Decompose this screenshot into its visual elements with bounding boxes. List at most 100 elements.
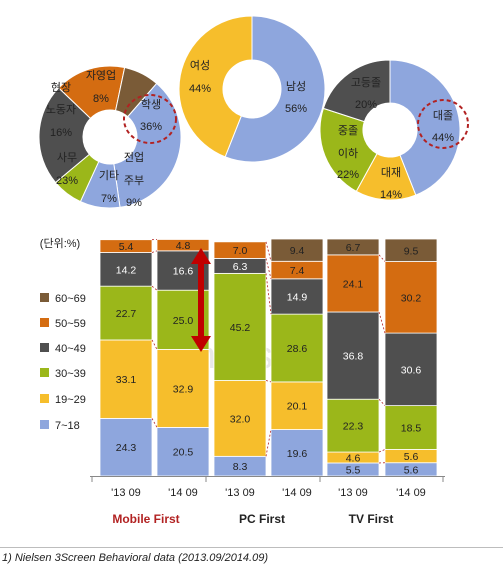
- bar-3-segment-50~59: [213, 241, 267, 259]
- connector-g2-0: [265, 429, 272, 457]
- pie3-value-univ: 14%: [380, 189, 402, 201]
- pie1-label-student: 학생: [141, 98, 161, 111]
- data-label-bar1-19~29: 33.1: [116, 374, 137, 386]
- legend-label-60~69: 60~69: [55, 293, 86, 305]
- data-label-bar6-60~69: 9.5: [404, 245, 419, 257]
- group-label-tv-first: TV First: [349, 512, 394, 526]
- data-label-bar2-7~18: 20.5: [173, 447, 194, 459]
- bar-6-segment-60~69: [384, 238, 438, 262]
- donut-education-slice-4: [322, 59, 391, 123]
- legend-label-40~49: 40~49: [55, 343, 86, 355]
- arrow-shaft: [198, 262, 204, 338]
- bar-3-segment-19~29: [213, 380, 267, 457]
- legend-label-30~39: 30~39: [55, 368, 86, 380]
- highlight-circle-student: [123, 94, 177, 144]
- data-label-bar4-19~29: 20.1: [287, 401, 308, 413]
- connector-g2-2: [265, 273, 272, 315]
- data-label-bar4-7~18: 19.6: [287, 448, 308, 460]
- pie1-label-other: 기타: [99, 169, 119, 182]
- legend-swatch-50~59: [40, 318, 49, 327]
- legend-swatch-7~18: [40, 420, 49, 429]
- data-label-bar6-40~49: 30.6: [401, 364, 422, 376]
- data-label-bar2-19~29: 32.9: [173, 383, 194, 395]
- pie1-value-office: 23%: [56, 175, 78, 187]
- data-label-bar6-7~18: 5.6: [404, 464, 419, 476]
- pie1-label-field-line1: 현장: [51, 81, 71, 94]
- connector-g2-4: [265, 241, 272, 262]
- data-label-bar3-30~39: 45.2: [230, 322, 251, 334]
- donut-gender: [178, 15, 326, 163]
- donut-occupation-slice-1: [113, 82, 182, 208]
- donut-occupation-slice-4: [38, 87, 92, 184]
- bar-5-segment-60~69: [326, 238, 380, 256]
- connector-g3-4: [378, 254, 386, 262]
- pie1-value-field: 16%: [50, 127, 72, 139]
- footnote: 1) Nielsen 3Screen Behavioral data (2013…: [2, 552, 269, 564]
- pie1-value-other: 7%: [101, 193, 117, 205]
- bar-4-segment-60~69: [270, 238, 324, 262]
- data-label-bar3-40~49: 6.3: [233, 261, 248, 273]
- x-tick-label-2: '14 09: [168, 487, 198, 499]
- x-tick-label-5: '13 09: [338, 487, 368, 499]
- legend-swatch-19~29: [40, 394, 49, 403]
- legend-swatch-30~39: [40, 368, 49, 377]
- pie3-value-college: 44%: [432, 132, 454, 144]
- connector-g2-3: [265, 258, 272, 279]
- legend-label-19~29: 19~29: [55, 394, 86, 406]
- data-label-bar3-19~29: 32.0: [230, 413, 251, 425]
- data-label-bar2-50~59: 4.8: [176, 240, 191, 252]
- double-arrow-icon: [191, 248, 211, 352]
- pie2-label-female: 여성: [190, 59, 210, 72]
- data-label-bar2-30~39: 25.0: [173, 315, 194, 327]
- connector-g3-3: [378, 311, 386, 334]
- donut-education-slice-3: [319, 107, 378, 193]
- connector-g1-1: [151, 339, 158, 350]
- data-label-bar4-40~49: 14.9: [287, 291, 308, 303]
- data-label-bar6-19~29: 5.6: [404, 451, 419, 463]
- data-label-bar6-50~59: 30.2: [401, 292, 422, 304]
- bar-5-segment-30~39: [326, 398, 380, 453]
- pie1-label-office: 사무: [57, 151, 77, 164]
- data-label-bar5-7~18: 5.5: [346, 464, 361, 476]
- bar-1-segment-40~49: [99, 252, 153, 287]
- donut-occupation-slice-6: [114, 66, 158, 118]
- data-label-bar4-60~69: 9.4: [290, 245, 305, 257]
- data-label-bar2-40~49: 16.6: [173, 266, 194, 278]
- group-label-mobile-first: Mobile First: [112, 512, 179, 526]
- data-label-bar1-7~18: 24.3: [116, 442, 137, 454]
- pie3-label-univ: 대재: [381, 166, 401, 179]
- bar-2-segment-7~18: [156, 427, 210, 477]
- data-label-bar5-30~39: 22.3: [343, 421, 364, 433]
- data-label-bar5-60~69: 6.7: [346, 242, 361, 254]
- data-label-bar4-30~39: 28.6: [287, 343, 308, 355]
- pie2-value-male: 56%: [285, 103, 307, 115]
- connector-g1-0: [151, 418, 158, 428]
- data-label-bar5-50~59: 24.1: [343, 278, 364, 290]
- data-label-bar1-40~49: 14.2: [116, 264, 137, 276]
- bar-6-segment-30~39: [384, 405, 438, 450]
- bar-6-segment-40~49: [384, 332, 438, 407]
- donut-gender-slice-1: [224, 15, 326, 163]
- x-tick-label-3: '13 09: [225, 487, 255, 499]
- data-label-bar4-50~59: 7.4: [290, 265, 305, 277]
- legend-swatch-40~49: [40, 343, 49, 352]
- data-label-bar1-30~39: 22.7: [116, 308, 137, 320]
- bar-4-segment-30~39: [270, 313, 324, 383]
- bar-5-segment-40~49: [326, 311, 380, 400]
- connector-g1-2: [151, 285, 158, 291]
- x-tick-label-4: '14 09: [282, 487, 312, 499]
- donut-occupation: [38, 65, 182, 209]
- bar-1-segment-30~39: [99, 285, 153, 341]
- pie3-label-middle-line1: 중졸: [338, 124, 358, 137]
- connector-g1-3: [151, 250, 158, 253]
- footnote-divider: [0, 547, 503, 548]
- x-tick-label-6: '14 09: [396, 487, 426, 499]
- data-label-bar5-19~29: 4.6: [346, 453, 361, 465]
- legend: 60~69 50~59 40~49 30~39 19~29 7~18: [40, 293, 86, 432]
- connector-g3-2: [378, 398, 386, 406]
- pie3-label-high: 고등졸: [351, 76, 381, 89]
- pie2-value-female: 44%: [189, 83, 211, 95]
- pie1-label-self: 자영업: [86, 69, 116, 82]
- bar-4-segment-19~29: [270, 381, 324, 430]
- data-label-bar6-30~39: 18.5: [401, 423, 422, 435]
